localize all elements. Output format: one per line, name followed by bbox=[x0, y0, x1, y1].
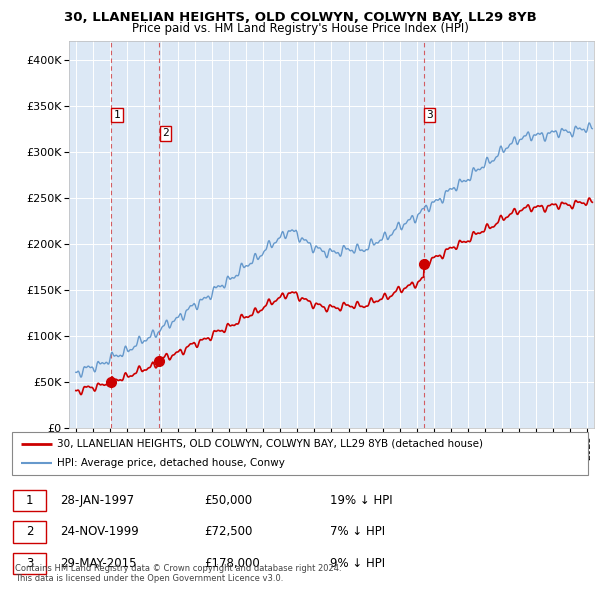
Text: 2: 2 bbox=[26, 525, 33, 539]
Text: 7% ↓ HPI: 7% ↓ HPI bbox=[330, 525, 385, 539]
Text: Contains HM Land Registry data © Crown copyright and database right 2024.
This d: Contains HM Land Registry data © Crown c… bbox=[15, 563, 341, 583]
Text: 1: 1 bbox=[26, 494, 33, 507]
Text: 28-JAN-1997: 28-JAN-1997 bbox=[60, 494, 134, 507]
FancyBboxPatch shape bbox=[12, 432, 588, 475]
Text: 29-MAY-2015: 29-MAY-2015 bbox=[60, 556, 137, 570]
Text: £72,500: £72,500 bbox=[204, 525, 253, 539]
Text: 9% ↓ HPI: 9% ↓ HPI bbox=[330, 556, 385, 570]
Text: HPI: Average price, detached house, Conwy: HPI: Average price, detached house, Conw… bbox=[57, 458, 285, 468]
Text: 30, LLANELIAN HEIGHTS, OLD COLWYN, COLWYN BAY, LL29 8YB (detached house): 30, LLANELIAN HEIGHTS, OLD COLWYN, COLWY… bbox=[57, 439, 483, 449]
Text: £50,000: £50,000 bbox=[204, 494, 252, 507]
Text: 30, LLANELIAN HEIGHTS, OLD COLWYN, COLWYN BAY, LL29 8YB: 30, LLANELIAN HEIGHTS, OLD COLWYN, COLWY… bbox=[64, 11, 536, 24]
Text: 3: 3 bbox=[426, 110, 433, 120]
Text: 1: 1 bbox=[113, 110, 121, 120]
Text: 3: 3 bbox=[26, 556, 33, 570]
Text: 19% ↓ HPI: 19% ↓ HPI bbox=[330, 494, 392, 507]
Text: 24-NOV-1999: 24-NOV-1999 bbox=[60, 525, 139, 539]
Text: £178,000: £178,000 bbox=[204, 556, 260, 570]
Text: 2: 2 bbox=[162, 128, 169, 138]
Text: Price paid vs. HM Land Registry's House Price Index (HPI): Price paid vs. HM Land Registry's House … bbox=[131, 22, 469, 35]
